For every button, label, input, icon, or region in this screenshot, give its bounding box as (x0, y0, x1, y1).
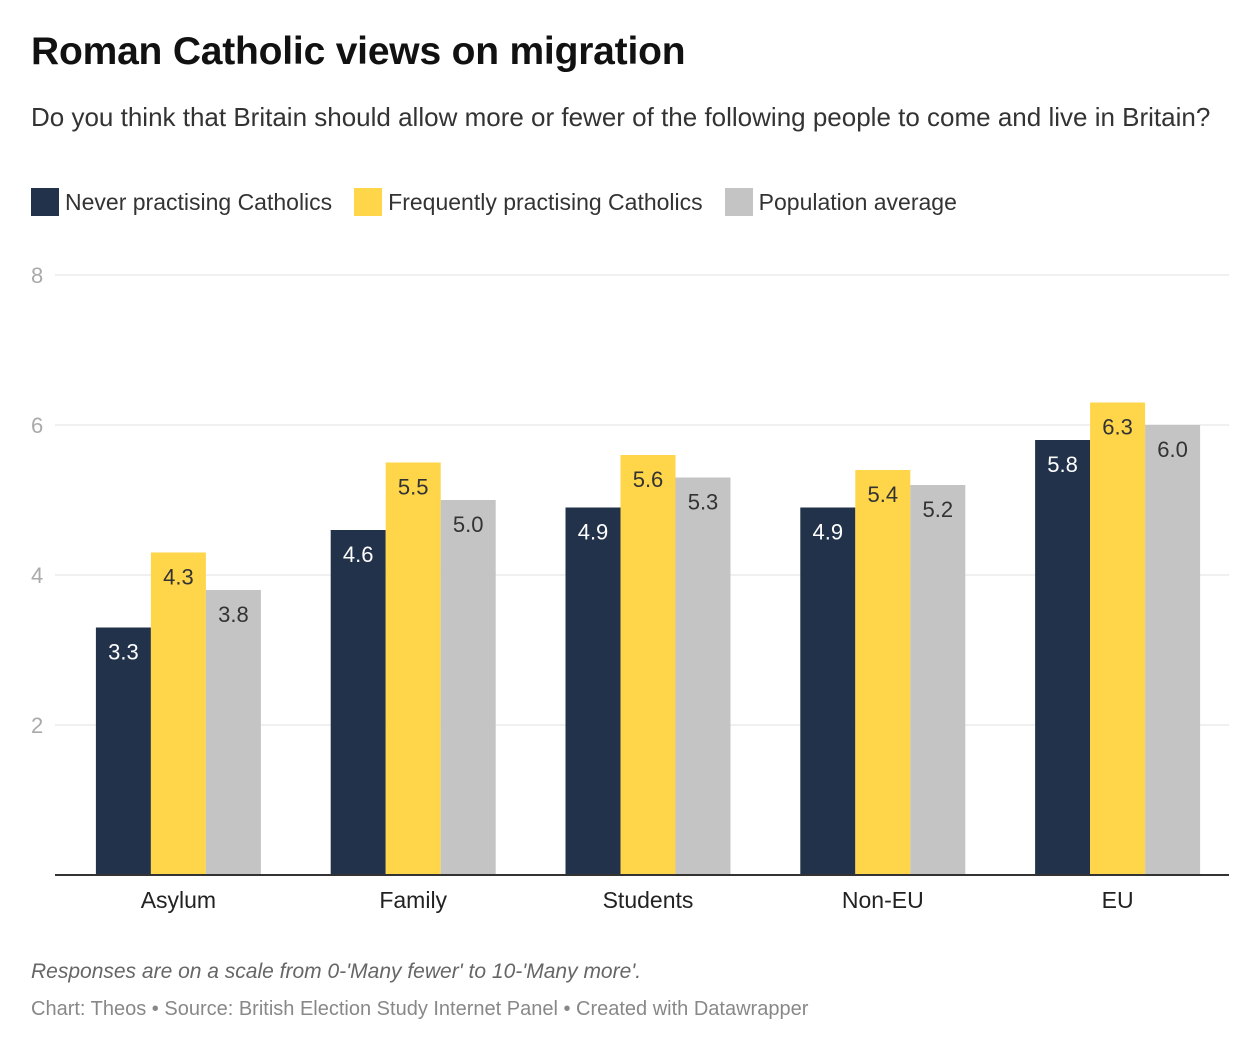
bar (150, 552, 206, 875)
bar (855, 470, 911, 875)
data-label: 4.3 (163, 565, 194, 590)
bar (800, 507, 856, 875)
data-label: 5.8 (1047, 452, 1078, 477)
legend-swatch-population-average (724, 188, 753, 216)
bar (205, 590, 261, 875)
data-label: 4.9 (578, 520, 609, 545)
chart-source: Chart: Theos • Source: British Election … (31, 998, 809, 1020)
chart-subtitle: Do you think that Britain should allow m… (31, 102, 1211, 132)
data-label: 4.9 (813, 520, 844, 545)
data-label: 3.3 (108, 640, 139, 665)
chart-title: Roman Catholic views on migration (31, 30, 686, 73)
bar (1090, 402, 1146, 875)
y-tick-label: 4 (31, 563, 43, 588)
bar (910, 485, 966, 875)
x-tick-label: Family (379, 887, 447, 913)
bar (675, 477, 731, 875)
bar (565, 507, 621, 875)
legend-swatch-never-practising (31, 188, 59, 216)
data-label: 5.3 (688, 490, 719, 515)
legend-item-population-average: Population average (724, 188, 957, 216)
data-label: 5.2 (923, 497, 954, 522)
x-tick-label: Non-EU (842, 887, 924, 913)
x-tick-label: Asylum (141, 887, 216, 913)
data-label: 5.6 (633, 467, 664, 492)
data-label: 6.3 (1102, 415, 1133, 440)
bar (620, 455, 676, 875)
legend-label-frequently-practising: Frequently practising Catholics (388, 188, 703, 215)
y-tick-label: 8 (31, 263, 43, 288)
data-label: 6.0 (1157, 437, 1188, 462)
x-tick-label: EU (1102, 887, 1134, 913)
legend-item-frequently-practising: Frequently practising Catholics (354, 188, 703, 216)
legend-item-never-practising: Never practising Catholics (31, 188, 332, 216)
bar (1035, 440, 1091, 875)
bar (330, 530, 386, 875)
data-label: 3.8 (218, 602, 249, 627)
y-tick-label: 2 (31, 713, 43, 738)
bar (440, 500, 496, 875)
data-label: 5.0 (453, 512, 484, 537)
bar (385, 462, 441, 875)
data-label: 5.4 (868, 482, 899, 507)
x-tick-label: Students (603, 887, 694, 913)
y-tick-label: 6 (31, 413, 43, 438)
bar (1145, 425, 1201, 875)
data-label: 5.5 (398, 475, 429, 500)
legend-swatch-frequently-practising (354, 188, 383, 216)
legend-label-never-practising: Never practising Catholics (65, 188, 333, 215)
chart-notes: Responses are on a scale from 0-'Many fe… (31, 960, 642, 983)
legend: Never practising Catholics Frequently pr… (31, 188, 979, 216)
legend-label-population-average: Population average (758, 188, 957, 215)
data-label: 4.6 (343, 542, 374, 567)
bar-chart: 2 4 6 8 3.3 4.3 3.8 Asylum 4.6 5.5 5.0 Family 4.9 5.6… (31, 263, 1229, 913)
bar (95, 627, 151, 875)
